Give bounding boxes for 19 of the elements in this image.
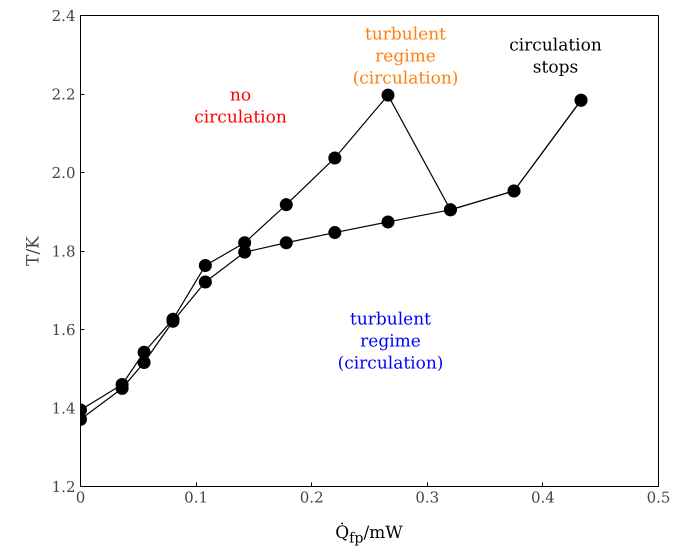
annotation: circulation stops xyxy=(509,36,602,78)
x-tick-label: 0.1 xyxy=(184,488,208,506)
y-tick-label: 1.4 xyxy=(52,400,76,418)
annotation: no circulation xyxy=(194,86,287,128)
annotation: turbulent regime (circulation) xyxy=(338,310,444,374)
y-tick-label: 1.2 xyxy=(52,478,76,496)
annotation: turbulent regime (circulation) xyxy=(352,24,458,88)
x-tick-label: 0.4 xyxy=(530,488,555,506)
x-tick-label: 0.2 xyxy=(300,488,324,506)
y-tick-label: 2.2 xyxy=(52,86,76,104)
y-tick-label: 1.6 xyxy=(52,321,76,339)
y-tick-label: 1.8 xyxy=(52,242,76,260)
x-tick-label: 0 xyxy=(76,488,86,506)
x-tick-label: 0.5 xyxy=(646,488,670,506)
y-tick-label: 2.0 xyxy=(52,164,76,182)
y-tick-label: 2.4 xyxy=(52,7,76,25)
x-tick-label: 0.3 xyxy=(415,488,440,506)
x-axis-title: Q̇$_{fp}$/mW xyxy=(335,522,403,548)
y-axis-title: T/K xyxy=(24,236,44,266)
